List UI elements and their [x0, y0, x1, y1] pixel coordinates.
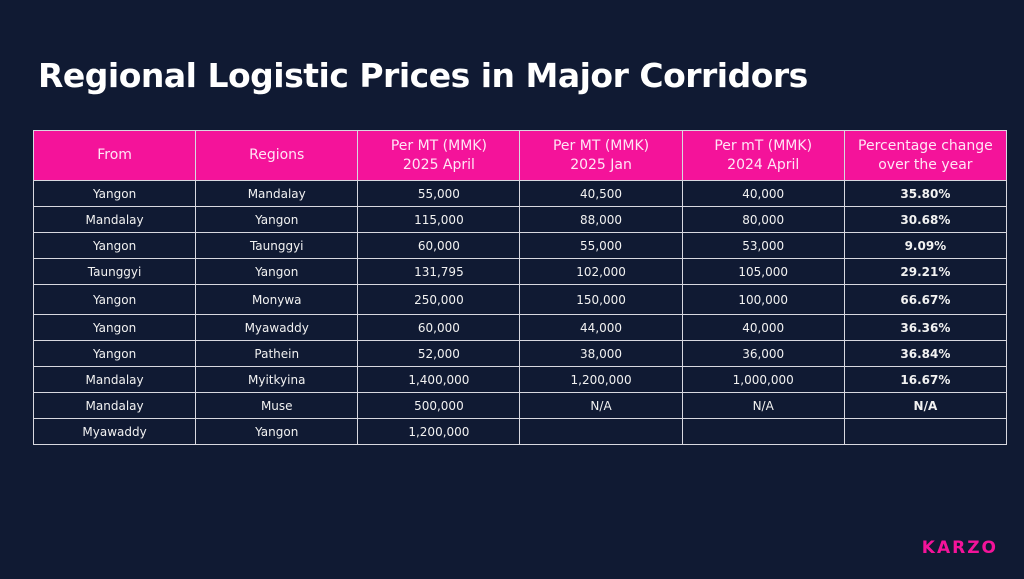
table-cell: 100,000 [681, 284, 845, 315]
table-cell: Yangon [195, 206, 359, 233]
table-cell: Mandalay [32, 366, 197, 393]
table-cell: Yangon [32, 314, 197, 341]
table-cell: 131,795 [357, 258, 521, 285]
table-cell: 1,200,000 [519, 366, 683, 393]
table-row: Taunggyi Yangon 131,795 102,000 105,000 29.21… [32, 258, 1008, 285]
table-cell: Taunggyi [195, 232, 359, 259]
column-header: Per MT (MMK) 2025 April [357, 130, 521, 181]
table-cell: 36.36% [843, 314, 1008, 341]
table-cell: 1,000,000 [681, 366, 845, 393]
table-cell: 66.67% [843, 284, 1008, 315]
table-cell: 60,000 [357, 314, 521, 341]
table-cell: 36.84% [843, 340, 1008, 367]
table-header-row: From Regions Per MT (MMK) 2025 April Per MT… [32, 130, 1008, 181]
table-cell: 40,000 [681, 314, 845, 341]
table-cell: 1,200,000 [357, 418, 521, 445]
table-cell: Mandalay [32, 392, 197, 419]
table-cell: 29.21% [843, 258, 1008, 285]
price-table: From Regions Per MT (MMK) 2025 April Per MT… [32, 130, 1008, 445]
table-cell: 500,000 [357, 392, 521, 419]
table-cell: Yangon [32, 340, 197, 367]
table-cell: 1,400,000 [357, 366, 521, 393]
table-cell: Yangon [195, 258, 359, 285]
table-cell: Myawaddy [195, 314, 359, 341]
table-cell: Yangon [32, 284, 197, 315]
table-cell: 53,000 [681, 232, 845, 259]
table-cell: Mandalay [32, 206, 197, 233]
table-cell: 115,000 [357, 206, 521, 233]
table-cell: 30.68% [843, 206, 1008, 233]
table-cell: N/A [681, 392, 845, 419]
table-cell: 60,000 [357, 232, 521, 259]
table-cell: 36,000 [681, 340, 845, 367]
table-cell: 40,000 [681, 180, 845, 207]
table-cell: 150,000 [519, 284, 683, 315]
table-cell: 40,500 [519, 180, 683, 207]
column-header: Per MT (MMK) 2025 Jan [519, 130, 683, 181]
table-cell: 250,000 [357, 284, 521, 315]
table-cell [843, 418, 1008, 445]
table-cell: 55,000 [357, 180, 521, 207]
table-cell: 35.80% [843, 180, 1008, 207]
table-cell: 55,000 [519, 232, 683, 259]
table-cell: N/A [519, 392, 683, 419]
table-cell: 9.09% [843, 232, 1008, 259]
table-cell [681, 418, 845, 445]
table-cell: 80,000 [681, 206, 845, 233]
column-header: Per mT (MMK) 2024 April [681, 130, 845, 181]
table-row: Yangon Taunggyi 60,000 55,000 53,000 9.09% [32, 232, 1008, 259]
table-cell: Yangon [195, 418, 359, 445]
table-row: Yangon Mandalay 55,000 40,500 40,000 35.80% [32, 180, 1008, 207]
table-row: Yangon Pathein 52,000 38,000 36,000 36.84% [32, 340, 1008, 367]
table-cell: Yangon [32, 232, 197, 259]
table-cell: Monywa [195, 284, 359, 315]
table-cell: 102,000 [519, 258, 683, 285]
table-row: Mandalay Yangon 115,000 88,000 80,000 30.68% [32, 206, 1008, 233]
table-row: Mandalay Muse 500,000 N/A N/A N/A [32, 392, 1008, 419]
table-cell: Muse [195, 392, 359, 419]
column-header: Regions [195, 130, 359, 181]
table-row: Yangon Monywa 250,000 150,000 100,000 66.67% [32, 284, 1008, 315]
table-row: Yangon Myawaddy 60,000 44,000 40,000 36.36% [32, 314, 1008, 341]
karzo-logo: KARZO [921, 538, 998, 558]
table-row: Myawaddy Yangon 1,200,000 [32, 418, 1008, 445]
table-cell: Pathein [195, 340, 359, 367]
table-cell: N/A [843, 392, 1008, 419]
table-cell: Mandalay [195, 180, 359, 207]
table-cell: Myawaddy [32, 418, 197, 445]
table-cell [519, 418, 683, 445]
column-header: From [32, 130, 197, 181]
table-cell: Taunggyi [32, 258, 197, 285]
table-cell: 16.67% [843, 366, 1008, 393]
column-header: Percentage change over the year [843, 130, 1008, 181]
table-cell: 105,000 [681, 258, 845, 285]
table-row: Mandalay Myitkyina 1,400,000 1,200,000 1,000… [32, 366, 1008, 393]
table-cell: 38,000 [519, 340, 683, 367]
table-cell: 88,000 [519, 206, 683, 233]
table-cell: Yangon [32, 180, 197, 207]
table-cell: 44,000 [519, 314, 683, 341]
page-title: Regional Logistic Prices in Major Corrid… [38, 56, 808, 95]
table-cell: 52,000 [357, 340, 521, 367]
table-cell: Myitkyina [195, 366, 359, 393]
